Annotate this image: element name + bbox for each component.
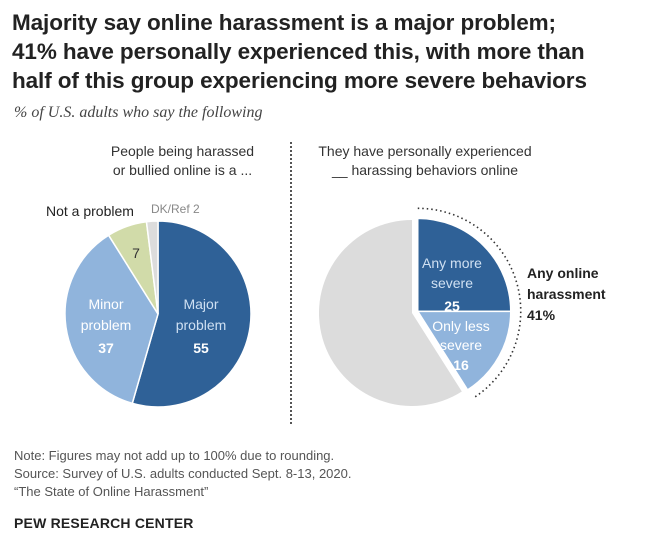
bracket-arc bbox=[417, 207, 522, 399]
value-major-problem: 55 bbox=[193, 340, 209, 356]
title-line: half of this group experiencing more sev… bbox=[12, 68, 587, 93]
label-dk-ref: DK/Ref 2 bbox=[151, 202, 200, 216]
label-minor-problem: Minor bbox=[88, 296, 123, 312]
label-only-less-severe: severe bbox=[440, 337, 482, 353]
label-only-less-severe: Only less bbox=[432, 318, 490, 334]
heading-line: People being harassed bbox=[110, 143, 255, 159]
right-panel-heading: They have personally experienced __ hara… bbox=[295, 142, 555, 180]
value-any-online-harassment: 41% bbox=[527, 307, 556, 323]
label-any-online-harassment: harassment bbox=[527, 286, 606, 302]
label-any-online-harassment: Any online bbox=[527, 265, 599, 281]
slice-any-more-severe bbox=[417, 217, 512, 313]
label-any-more-severe: Any more bbox=[422, 255, 482, 271]
chart-subtitle: % of U.S. adults who say the following bbox=[14, 104, 263, 121]
heading-line: __ harassing behaviors online bbox=[331, 162, 518, 178]
label-major-problem: problem bbox=[176, 317, 227, 333]
label-minor-problem: problem bbox=[81, 317, 132, 333]
slice-other bbox=[318, 219, 462, 406]
title-line: Majority say online harassment is a majo… bbox=[12, 10, 556, 35]
value-only-less-severe: 16 bbox=[453, 357, 469, 373]
value-any-more-severe: 25 bbox=[444, 298, 460, 314]
value-not-a-problem: 7 bbox=[132, 245, 140, 261]
label-major-problem: Major bbox=[183, 296, 218, 312]
source-line: Source: Survey of U.S. adults conducted … bbox=[14, 466, 352, 481]
note-line: Note: Figures may not add up to 100% due… bbox=[14, 448, 335, 463]
slice-only-less-severe bbox=[416, 310, 512, 391]
heading-line: They have personally experienced bbox=[318, 143, 532, 159]
chart-title: Majority say online harassment is a majo… bbox=[12, 8, 652, 95]
panel-divider bbox=[290, 142, 292, 424]
left-panel-heading: People being harassed or bullied online … bbox=[60, 142, 305, 180]
report-line: “The State of Online Harassment” bbox=[14, 484, 209, 499]
slice-dk-ref bbox=[145, 220, 159, 315]
title-line: 41% have personally experienced this, wi… bbox=[12, 39, 585, 64]
label-not-a-problem: Not a problem bbox=[46, 203, 134, 219]
label-any-more-severe: severe bbox=[431, 275, 473, 291]
notes: Note: Figures may not add up to 100% due… bbox=[14, 447, 351, 501]
slice-major-problem bbox=[131, 220, 252, 408]
right-pie-chart: Any more severe 25 Only less severe 16 Any onl… bbox=[318, 207, 606, 406]
value-minor-problem: 37 bbox=[98, 340, 114, 356]
brand-logo-text: PEW RESEARCH CENTER bbox=[14, 515, 194, 531]
left-pie-chart: Major problem 55 Minor problem 37 7 Not a probl… bbox=[46, 202, 252, 408]
heading-line: or bullied online is a ... bbox=[112, 162, 253, 178]
